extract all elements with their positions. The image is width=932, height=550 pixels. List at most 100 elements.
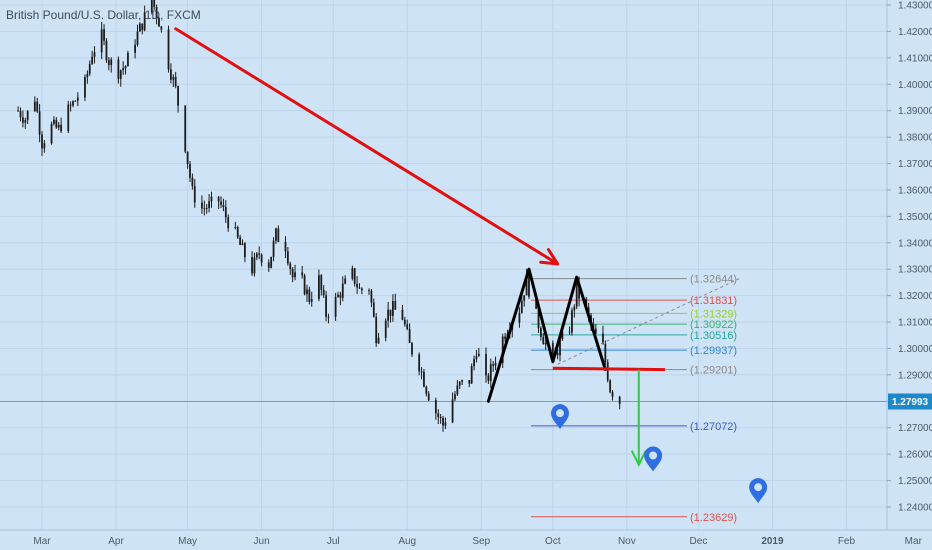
y-tick-label: 1.24000 xyxy=(898,503,932,514)
price-axis-panel[interactable] xyxy=(887,0,932,530)
candle-body xyxy=(434,400,437,414)
grid-lines xyxy=(0,0,914,530)
location-marker-icon xyxy=(749,478,768,504)
candle-body xyxy=(556,352,559,356)
candle-body xyxy=(50,123,53,144)
candle-body xyxy=(451,399,454,423)
candle-body xyxy=(360,288,363,291)
y-tick-label: 1.29000 xyxy=(898,370,932,381)
candle-body xyxy=(294,272,296,278)
candle-body xyxy=(224,207,227,218)
y-tick-label: 1.36000 xyxy=(898,185,932,196)
candle-body xyxy=(43,143,46,149)
candle-body xyxy=(327,316,330,318)
candle-body xyxy=(76,97,79,101)
candle-body xyxy=(155,6,158,19)
candle-body xyxy=(138,23,141,32)
candle-body xyxy=(110,59,113,65)
time-axis-panel[interactable] xyxy=(0,530,932,550)
candle-body xyxy=(38,111,41,135)
candle-body xyxy=(528,273,530,297)
candle-body xyxy=(408,329,411,343)
candle-body xyxy=(537,308,540,329)
candle-body xyxy=(253,257,256,274)
candle-body xyxy=(203,208,206,210)
candle-body xyxy=(578,283,580,299)
candle-body xyxy=(375,316,378,344)
y-tick-label: 1.43000 xyxy=(898,1,932,12)
candle-body xyxy=(318,275,320,300)
candle-body xyxy=(392,300,394,316)
candle-body xyxy=(24,120,27,123)
candle-body xyxy=(72,101,74,106)
price-tag-label: 1.27993 xyxy=(892,397,929,408)
candle-body xyxy=(289,263,292,270)
candle-body xyxy=(559,339,561,356)
x-tick-label: Nov xyxy=(618,536,636,547)
candle-body xyxy=(172,76,175,80)
candle-body xyxy=(255,253,258,258)
y-tick-label: 1.25000 xyxy=(898,476,932,487)
y-tick-label: 1.30000 xyxy=(898,344,932,355)
candle-body xyxy=(303,275,306,295)
x-tick-label: Mar xyxy=(905,536,923,547)
candle-body xyxy=(487,375,490,381)
candle-body xyxy=(523,295,526,301)
candle-body xyxy=(618,396,621,404)
current-price-tag: 1.27993 xyxy=(888,393,932,410)
candle-body xyxy=(418,354,421,372)
candle-body xyxy=(57,124,60,128)
candle-body xyxy=(406,324,409,330)
candle-body xyxy=(454,394,456,400)
candle-body xyxy=(270,256,273,268)
candle-body xyxy=(334,297,337,317)
candle-body xyxy=(158,18,160,27)
y-tick-label: 1.27000 xyxy=(898,423,932,434)
candle-body xyxy=(184,105,187,152)
candle-body xyxy=(561,331,564,340)
candle-body xyxy=(234,227,237,229)
candle-body xyxy=(244,243,246,258)
neckline xyxy=(552,366,666,372)
candle-body xyxy=(420,371,423,373)
candle-body xyxy=(504,336,506,340)
y-tick-label: 1.41000 xyxy=(898,53,932,64)
candle-body xyxy=(53,119,55,124)
candle-body xyxy=(492,364,495,366)
candle-body xyxy=(423,371,425,387)
candle-body xyxy=(60,124,62,132)
candle-body xyxy=(437,413,440,417)
candle-body xyxy=(475,356,478,360)
candle-body xyxy=(67,104,70,132)
x-tick-label: Oct xyxy=(545,536,561,547)
candle-body xyxy=(368,290,370,292)
candle-body xyxy=(141,23,144,31)
candle-body xyxy=(458,381,461,386)
candle-body xyxy=(322,289,325,296)
candle-body xyxy=(353,268,356,284)
candle-body xyxy=(542,336,545,345)
candle-body xyxy=(69,104,72,106)
price-tag-box xyxy=(888,393,932,410)
candle-body xyxy=(611,392,614,397)
candle-body xyxy=(606,362,609,381)
candle-body xyxy=(22,117,24,123)
fib-level-label: (1.31329) xyxy=(690,308,737,320)
candle-body xyxy=(19,110,22,118)
location-marker-icon xyxy=(551,404,569,430)
candle-body xyxy=(325,295,327,317)
candle-body xyxy=(609,380,612,393)
y-tick-label: 1.40000 xyxy=(898,80,932,91)
candle-body xyxy=(170,69,172,80)
candle-body xyxy=(167,29,170,70)
candle-body xyxy=(291,269,294,278)
candle-body xyxy=(310,299,313,302)
candle-body xyxy=(351,268,354,279)
candle-body xyxy=(55,119,58,128)
y-tick-label: 1.42000 xyxy=(898,27,932,38)
candle-body xyxy=(227,217,230,229)
candle-body xyxy=(277,228,280,242)
red-arrow-head xyxy=(539,248,560,266)
fib-level-label: (1.30922) xyxy=(690,319,737,331)
